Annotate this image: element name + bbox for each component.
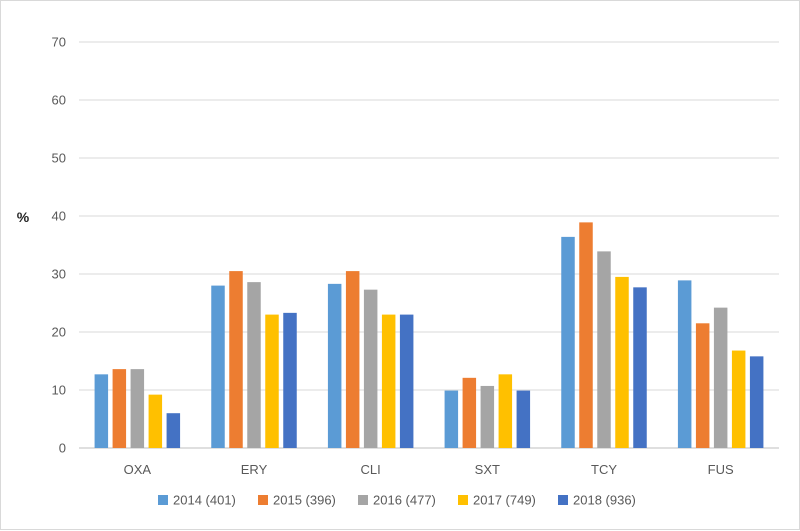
x-tick-label-cli: CLI [361, 462, 381, 477]
bar-tcy-1[interactable] [561, 236, 575, 448]
bar-sxt-5[interactable] [516, 390, 531, 448]
legend-swatch-1 [158, 495, 168, 505]
bar-tcy-3[interactable] [597, 251, 611, 448]
bar-cli-4[interactable] [381, 314, 396, 448]
bar-cli-5[interactable] [399, 314, 414, 448]
bar-fus-2[interactable] [695, 323, 710, 448]
y-tick-label-40: 40 [52, 209, 66, 224]
y-tick-label-60: 60 [52, 93, 66, 108]
y-tick-label-20: 20 [52, 325, 66, 340]
legend-swatch-3 [358, 495, 368, 505]
bar-fus-1[interactable] [677, 280, 692, 448]
bar-ery-4[interactable] [265, 314, 279, 448]
bar-ery-3[interactable] [247, 282, 261, 448]
x-tick-label-ery: ERY [241, 462, 268, 477]
x-tick-label-sxt: SXT [475, 462, 500, 477]
legend-swatch-4 [458, 495, 468, 505]
legend-label-1: 2014 (401) [173, 493, 236, 508]
y-axis-label: % [17, 209, 30, 225]
y-tick-label-10: 10 [52, 383, 66, 398]
legend-label-2: 2015 (396) [273, 493, 336, 508]
legend-swatch-2 [258, 495, 268, 505]
bar-oxa-1[interactable] [94, 374, 109, 448]
legend-label-3: 2016 (477) [373, 493, 436, 508]
legend-label-4: 2017 (749) [473, 493, 536, 508]
bar-ery-1[interactable] [211, 285, 225, 448]
bar-cli-1[interactable] [327, 283, 342, 448]
bar-sxt-4[interactable] [498, 374, 513, 448]
y-tick-label-50: 50 [52, 151, 66, 166]
y-tick-label-0: 0 [59, 441, 66, 456]
bar-oxa-3[interactable] [130, 369, 145, 448]
bar-oxa-2[interactable] [112, 369, 127, 448]
bar-sxt-1[interactable] [444, 390, 459, 448]
legend-swatch-5 [558, 495, 568, 505]
bar-sxt-3[interactable] [480, 385, 495, 448]
bar-tcy-4[interactable] [615, 276, 629, 448]
legend-label-5: 2018 (936) [573, 493, 636, 508]
bar-fus-3[interactable] [713, 307, 728, 448]
bar-tcy-2[interactable] [579, 222, 593, 448]
bar-cli-2[interactable] [345, 271, 360, 448]
y-tick-label-30: 30 [52, 267, 66, 282]
bar-oxa-4[interactable] [148, 394, 163, 448]
x-tick-label-tcy: TCY [591, 462, 617, 477]
bar-sxt-2[interactable] [462, 377, 477, 448]
x-tick-label-oxa: OXA [124, 462, 152, 477]
bar-ery-5[interactable] [283, 312, 297, 448]
y-tick-label-70: 70 [52, 35, 66, 50]
bar-oxa-5[interactable] [166, 413, 181, 448]
bar-fus-4[interactable] [731, 350, 746, 448]
bar-fus-5[interactable] [749, 356, 764, 448]
x-tick-label-fus: FUS [708, 462, 734, 477]
bar-cli-3[interactable] [363, 289, 378, 448]
bar-ery-2[interactable] [229, 271, 243, 448]
bar-tcy-5[interactable] [633, 287, 647, 448]
